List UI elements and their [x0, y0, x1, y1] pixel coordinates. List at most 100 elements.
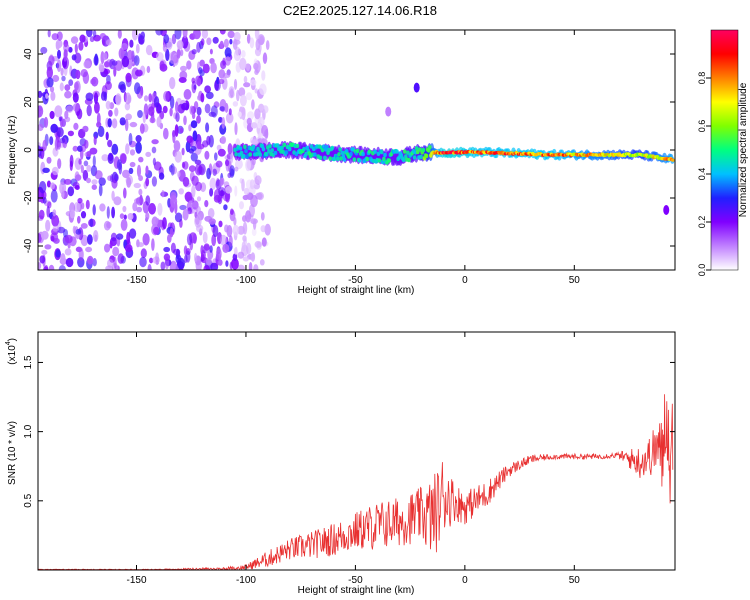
noise-blob: [261, 70, 266, 81]
noise-blob: [120, 83, 126, 93]
noise-blob: [80, 223, 88, 229]
x-tick-label: 50: [569, 275, 581, 286]
noise-blob: [233, 78, 238, 90]
noise-blob: [125, 143, 130, 155]
noise-blob: [80, 211, 87, 219]
noise-blob: [46, 66, 53, 79]
noise-blob: [40, 230, 49, 240]
noise-blob: [190, 145, 197, 152]
noise-blob: [195, 215, 200, 226]
noise-blob: [182, 208, 189, 221]
noise-blob: [148, 93, 153, 103]
noise-blob: [207, 208, 215, 219]
noise-blob: [153, 226, 160, 235]
noise-blob: [194, 163, 203, 176]
noise-blob: [193, 101, 199, 110]
noise-blob: [53, 237, 60, 244]
noise-blob: [175, 112, 180, 123]
noise-blob: [227, 143, 233, 155]
noise-blob: [103, 220, 111, 231]
ridge-cell: [239, 150, 244, 156]
noise-blob: [205, 257, 212, 266]
snr-multiplier-base: (x10: [7, 345, 18, 365]
noise-blob: [136, 164, 142, 178]
noise-blob: [116, 233, 124, 240]
noise-blob: [225, 56, 231, 66]
noise-blob: [104, 243, 111, 253]
noise-blob: [110, 174, 114, 183]
y-tick-label: 40: [23, 48, 34, 60]
noise-blob: [125, 174, 133, 186]
noise-blob: [151, 146, 157, 154]
noise-blob: [188, 165, 196, 173]
ridge-cell: [325, 145, 329, 150]
noise-blob: [72, 225, 76, 234]
noise-blob: [92, 258, 97, 267]
ridge-cell: [302, 146, 306, 152]
noise-blob: [145, 212, 150, 221]
noise-blob: [69, 209, 76, 219]
noise-blob: [202, 63, 210, 74]
ridge-cell: [287, 147, 292, 152]
noise-blob: [39, 255, 46, 264]
noise-blob: [250, 139, 259, 145]
noise-blob: [228, 235, 233, 248]
noise-blob: [46, 180, 51, 188]
noise-blob: [107, 118, 112, 128]
noise-blob: [46, 77, 54, 88]
ridge-cell: [379, 149, 384, 155]
noise-blob: [173, 248, 181, 256]
noise-blob: [92, 30, 97, 38]
noise-blob: [81, 202, 85, 210]
ridge-cell: [367, 149, 372, 154]
noise-blob: [111, 206, 115, 219]
noise-blob: [239, 94, 247, 107]
noise-blob: [174, 30, 182, 40]
noise-blob: [200, 38, 205, 46]
noise-blob: [120, 43, 128, 50]
noise-blob: [215, 160, 223, 168]
noise-blob: [45, 219, 51, 232]
noise-blob: [63, 178, 72, 185]
ridge-cell: [320, 148, 325, 153]
noise-blob: [56, 140, 62, 150]
noise-blob: [133, 182, 141, 189]
noise-blob: [87, 234, 93, 245]
noise-blob: [144, 95, 149, 102]
ridge-cell: [265, 152, 269, 157]
noise-blob: [245, 92, 253, 101]
noise-blob: [169, 95, 175, 109]
noise-blob: [208, 218, 216, 225]
y-tick-label: 0: [23, 147, 34, 153]
noise-blob: [58, 116, 62, 122]
ridge-cell: [402, 149, 407, 154]
noise-blob: [259, 36, 265, 46]
noise-blob: [212, 168, 217, 176]
ridge-cell: [321, 144, 326, 149]
noise-blob: [155, 52, 164, 62]
noise-blob: [146, 65, 151, 74]
noise-blob: [112, 246, 120, 257]
noise-blob: [214, 152, 218, 161]
noise-blob: [74, 81, 79, 91]
noise-blob: [237, 264, 245, 270]
noise-blob: [48, 55, 55, 66]
noise-blob: [165, 48, 170, 62]
noise-blob: [85, 199, 90, 210]
ridge-cell: [242, 153, 246, 159]
noise-blob: [64, 84, 71, 91]
noise-blob: [124, 244, 133, 253]
ridge-cell: [330, 145, 335, 151]
noise-blob: [38, 90, 43, 98]
noise-blob: [72, 181, 80, 189]
noise-blob: [261, 237, 267, 247]
noise-blob: [219, 177, 224, 187]
noise-blob: [49, 110, 55, 120]
noise-blob: [206, 135, 211, 146]
noise-blob: [260, 212, 265, 221]
noise-blob: [201, 30, 209, 39]
noise-blob: [93, 55, 99, 66]
noise-blob: [69, 154, 74, 167]
noise-blob: [149, 117, 156, 124]
